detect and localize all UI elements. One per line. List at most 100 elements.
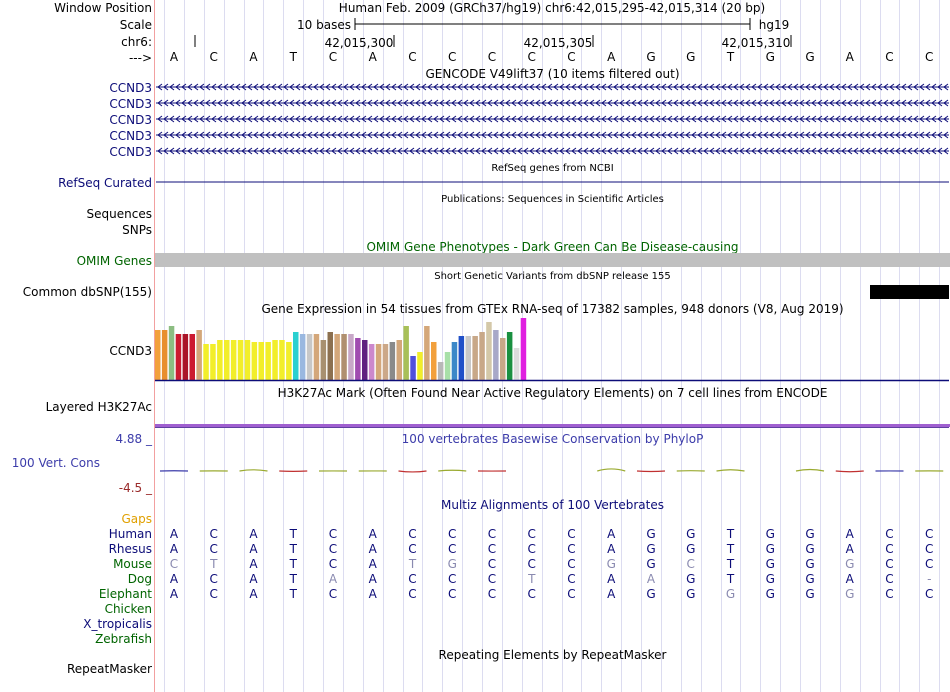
alignment-base: C — [686, 557, 695, 571]
alignment-base: C — [925, 587, 934, 601]
gtex-title[interactable]: Gene Expression in 54 tissues from GTEx … — [261, 302, 844, 316]
reference-base: G — [646, 50, 656, 64]
gencode-strand-chevrons — [157, 83, 949, 91]
species-label-mouse[interactable]: Mouse — [113, 557, 152, 571]
alignment-base: C — [209, 572, 218, 586]
phylop-score-mark — [597, 468, 626, 472]
track-label-gencode-3[interactable]: CCND3 — [109, 113, 152, 127]
alignment-base: T — [726, 572, 735, 586]
alignment-base: A — [249, 542, 258, 556]
repeatmasker-title[interactable]: Repeating Elements by RepeatMasker — [438, 648, 667, 662]
grid-line — [899, 0, 900, 692]
coord-label-2: 42,015,305 — [523, 36, 593, 50]
multiz-title[interactable]: Multiz Alignments of 100 Vertebrates — [440, 498, 665, 512]
track-label-repeatmasker[interactable]: RepeatMasker — [66, 662, 152, 676]
reference-base: C — [527, 50, 536, 64]
track-label-gencode-2[interactable]: CCND3 — [109, 97, 152, 111]
track-label-gencode-5[interactable]: CCND3 — [109, 145, 152, 159]
strand-label: ---> — [128, 51, 152, 65]
alignment-base: C — [487, 557, 497, 571]
species-label-elephant[interactable]: Elephant — [98, 587, 152, 601]
alignment-base: A — [368, 572, 377, 586]
phylop-max-label: 4.88 _ — [115, 432, 152, 446]
grid-line — [621, 0, 622, 692]
track-label-sequences[interactable]: Sequences — [86, 207, 152, 221]
alignment-base: T — [289, 557, 297, 571]
alignment-base: T — [528, 572, 536, 586]
alignment-base: C — [567, 572, 576, 586]
gtex-tissue-bar — [265, 342, 271, 380]
dbsnp-title[interactable]: Short Genetic Variants from dbSNP releas… — [434, 271, 671, 282]
gtex-tissue-bar — [210, 344, 216, 380]
gtex-tissue-bar — [362, 340, 368, 380]
track-label-dbsnp[interactable]: Common dbSNP(155) — [22, 285, 152, 299]
track-label-snps[interactable]: SNPs — [122, 223, 152, 237]
omim-title[interactable]: OMIM Gene Phenotypes - Dark Green Can Be… — [366, 240, 739, 254]
gtex-tissue-bar — [341, 334, 347, 380]
track-label-h3k27ac[interactable]: Layered H3K27Ac — [45, 400, 152, 414]
gtex-tissue-bar — [451, 342, 458, 380]
reference-base: G — [765, 50, 775, 64]
scale-text: 10 bases — [297, 18, 351, 32]
alignment-base: A — [845, 542, 854, 556]
coord-label-3: 42,015,310 — [721, 36, 791, 50]
phylop-title[interactable]: 100 vertebrates Basewise Conservation by… — [401, 432, 704, 446]
reference-base: C — [209, 50, 218, 64]
alignment-base: T — [726, 527, 735, 541]
track-label-omim[interactable]: OMIM Genes — [76, 254, 152, 268]
track-label-refseq[interactable]: RefSeq Curated — [58, 176, 152, 190]
gtex-tissue-bar — [196, 330, 202, 380]
species-label-chicken[interactable]: Chicken — [104, 602, 152, 616]
refseq-title[interactable]: RefSeq genes from NCBI — [491, 163, 614, 174]
publications-title[interactable]: Publications: Sequences in Scientific Ar… — [441, 194, 664, 205]
gtex-tissue-bar — [217, 340, 223, 380]
alignment-base: T — [289, 572, 297, 586]
gencode-title[interactable]: GENCODE V49lift37 (10 items filtered out… — [425, 67, 680, 81]
alignment-base: T — [289, 587, 297, 601]
track-label-gencode-1[interactable]: CCND3 — [109, 81, 152, 95]
coord-label-1: 42,015,300 — [324, 36, 394, 50]
gtex-tissue-bar — [168, 326, 175, 380]
h3k27ac-title[interactable]: H3K27Ac Mark (Often Found Near Active Re… — [277, 386, 828, 400]
species-label-zebrafish[interactable]: Zebrafish — [95, 632, 152, 646]
alignment-base: T — [726, 557, 735, 571]
alignment-base: A — [607, 542, 616, 556]
gtex-tissue-bar — [479, 332, 485, 380]
species-label-xtropicalis[interactable]: X_tropicalis — [83, 617, 152, 631]
alignment-base: A — [169, 542, 179, 556]
gtex-tissue-bar — [389, 342, 396, 380]
alignment-base: C — [885, 527, 894, 541]
alignment-base: G — [765, 572, 775, 586]
species-label-dog[interactable]: Dog — [127, 572, 152, 586]
grid-line — [760, 0, 761, 692]
species-label-human[interactable]: Human — [108, 527, 152, 541]
track-label-gencode-4[interactable]: CCND3 — [109, 129, 152, 143]
gtex-tissue-bar — [506, 332, 513, 380]
alignment-base: C — [408, 542, 417, 556]
reference-base: C — [925, 50, 934, 64]
track-label-gtex[interactable]: CCND3 — [109, 344, 152, 358]
gtex-tissue-bar — [306, 334, 313, 380]
gtex-tissue-bar — [237, 340, 244, 380]
alignment-base: T — [726, 542, 735, 556]
grid-line — [780, 0, 781, 692]
label-separator — [154, 0, 155, 692]
grid-line — [740, 0, 741, 692]
gtex-tissue-bar — [272, 340, 278, 380]
gtex-tissue-bar — [334, 334, 340, 380]
phylop-score-mark — [835, 470, 864, 473]
gtex-tissue-bar — [299, 334, 306, 380]
alignment-base: A — [368, 557, 377, 571]
grid-line — [442, 0, 443, 692]
alignment-base: G — [765, 557, 775, 571]
alignment-base: A — [249, 557, 258, 571]
alignment-base: G — [725, 587, 736, 601]
gtex-tissue-bar — [513, 348, 520, 380]
alignment-base: C — [209, 527, 218, 541]
grid-line — [820, 0, 821, 692]
species-label-rhesus[interactable]: Rhesus — [108, 542, 152, 556]
alignment-base: C — [448, 572, 457, 586]
track-label-phylop[interactable]: 100 Vert. Cons — [11, 456, 100, 470]
alignment-base: C — [209, 542, 218, 556]
reference-base: G — [686, 50, 696, 64]
